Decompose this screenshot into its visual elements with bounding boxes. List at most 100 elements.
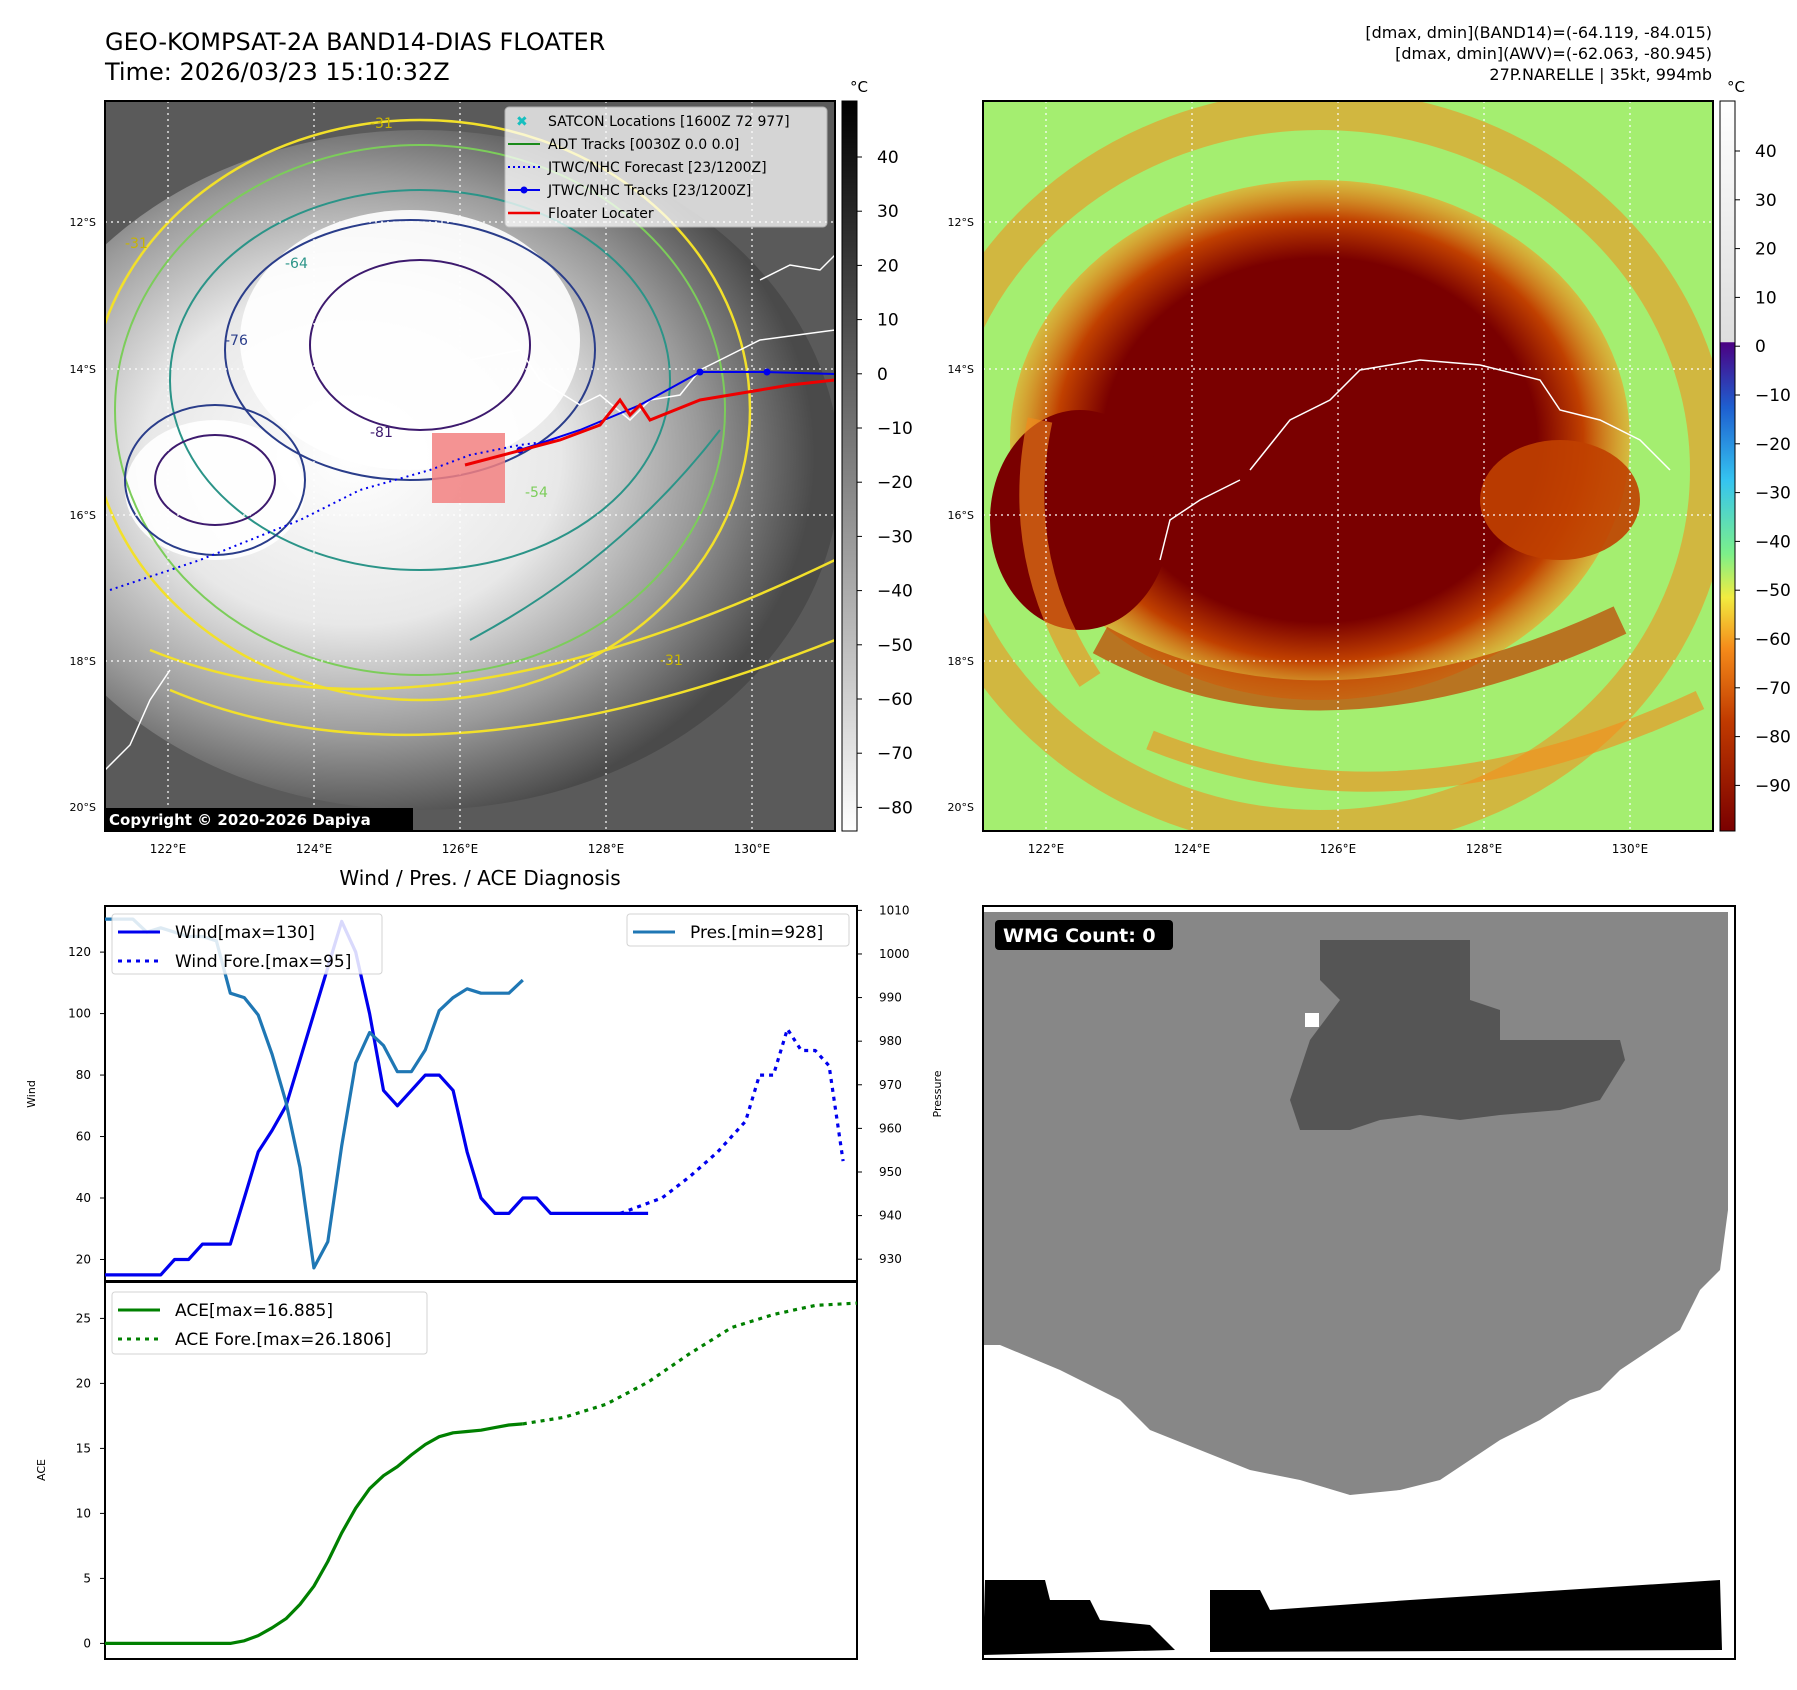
y2tick-label: 980 — [879, 1034, 902, 1048]
svg-text:12°S: 12°S — [948, 216, 974, 229]
ace-legend: ACE[max=16.885] ACE Fore.[max=26.1806] — [111, 1291, 428, 1355]
contour-label: -31 — [370, 116, 393, 132]
color-colorbar-unit: °C — [1727, 78, 1745, 96]
colorbar-tick-label: −80 — [1755, 728, 1791, 748]
svg-text:130°E: 130°E — [1612, 842, 1649, 856]
colorbar-tick-label: −50 — [1755, 581, 1791, 601]
ytick-label: 20 — [76, 1376, 91, 1390]
colorbar-tick-label: −10 — [1755, 386, 1791, 406]
info-awv: [dmax, dmin](AWV)=(-62.063, -80.945) — [1395, 44, 1712, 63]
y2tick-label: 990 — [879, 991, 902, 1005]
contour-label: -64 — [285, 256, 308, 272]
colorbar-tick-label: 10 — [877, 311, 899, 331]
gray-colorbar: °C 40 30 20 10 0 −10 −20 −30 −40 −50 −60 −70 −80 — [841, 78, 913, 832]
ytick-label: 15 — [76, 1441, 91, 1455]
wind-ylabel: Wind — [25, 1080, 38, 1108]
contour-label: -81 — [370, 425, 393, 441]
svg-text:16°S: 16°S — [70, 509, 96, 522]
wmg-dark-region — [1290, 940, 1625, 1130]
colorbar-tick-label: 20 — [1755, 240, 1777, 260]
legend-label: Floater Locater — [548, 206, 654, 222]
jtwc-track — [519, 371, 835, 451]
contour-minus54 — [114, 144, 726, 676]
contour-minus76 — [224, 219, 596, 481]
coastline — [469, 329, 835, 422]
floater-track — [464, 378, 835, 467]
contour-label: -31 — [660, 653, 683, 669]
ace-ylabel: ACE — [35, 1459, 48, 1481]
svg-text:14°S: 14°S — [948, 363, 974, 376]
colorbar-tick-label: −20 — [877, 473, 913, 493]
y2tick-label: 1010 — [879, 903, 910, 917]
ytick-label: 80 — [76, 1068, 91, 1082]
colorbar-tick-label: −30 — [1755, 484, 1791, 504]
svg-text:128°E: 128°E — [1466, 842, 1503, 856]
contour-minus64 — [169, 189, 671, 571]
contour-minus81 — [309, 259, 531, 431]
svg-text:122°E: 122°E — [150, 842, 187, 856]
wmg-count-label: WMG Count: 0 — [1003, 925, 1156, 947]
awv-gridlines — [983, 101, 1713, 831]
ytick-label: 20 — [76, 1252, 91, 1266]
colorbar-tick-label: 20 — [877, 256, 899, 276]
svg-text:124°E: 124°E — [1174, 842, 1211, 856]
awv-lat-labels: 12°S 14°S 16°S 18°S 20°S — [948, 216, 974, 814]
colorbar-tick-label: −30 — [877, 527, 913, 547]
ir-lat-labels: 12°S 14°S 16°S 18°S 20°S — [70, 216, 96, 814]
color-colorbar: °C 40 30 20 10 0 −10 −20 −30 −40 −50 −60 −70 −80 −90 — [1719, 78, 1791, 832]
ytick-label: 5 — [83, 1571, 91, 1585]
colorbar-tick-label: −70 — [877, 744, 913, 764]
figure-time: Time: 2026/03/23 15:10:32Z — [104, 58, 450, 86]
svg-text:12°S: 12°S — [70, 216, 96, 229]
ytick-label: 40 — [76, 1191, 91, 1205]
colorbar-tick-label: −20 — [1755, 435, 1791, 455]
svg-text:126°E: 126°E — [442, 842, 479, 856]
series-wind — [105, 919, 649, 1277]
svg-text:126°E: 126°E — [1320, 842, 1357, 856]
colorbar-tick-label: −70 — [1755, 679, 1791, 699]
awv-map-panel — [982, 100, 1714, 832]
ytick-label: 100 — [68, 1007, 91, 1021]
svg-text:122°E: 122°E — [1028, 842, 1065, 856]
forecast-track — [109, 439, 561, 591]
svg-text:16°S: 16°S — [948, 509, 974, 522]
wmg-black-region-left — [983, 1580, 1175, 1655]
colorbar-tick-label: −60 — [877, 690, 913, 710]
legend-label: JTWC/NHC Tracks [23/1200Z] — [547, 183, 751, 199]
svg-text:20°S: 20°S — [70, 801, 96, 814]
wmg-panel: WMG Count: 0 — [982, 905, 1736, 1660]
ytick-label: 120 — [68, 945, 91, 959]
ytick-label: 10 — [76, 1506, 91, 1520]
svg-text:130°E: 130°E — [734, 842, 771, 856]
colorbar-tick-label: 0 — [877, 365, 888, 385]
svg-text:124°E: 124°E — [296, 842, 333, 856]
awv-lon-labels: 122°E 124°E 126°E 128°E 130°E — [1028, 842, 1649, 856]
colorbar-tick-label: −10 — [877, 419, 913, 439]
ir-map-panel: -31 -64 -76 -81 -54 -31 -31 — [104, 100, 836, 832]
series-wind-fore — [619, 1027, 845, 1215]
legend-label: ADT Tracks [0030Z 0.0 0.0] — [548, 137, 739, 153]
y2tick-label: 1000 — [879, 947, 910, 961]
floater-box — [432, 433, 505, 503]
y2tick-label: 940 — [879, 1209, 902, 1223]
info-storm: 27P.NARELLE | 35kt, 994mb — [1489, 65, 1712, 84]
svg-text:18°S: 18°S — [948, 655, 974, 668]
satcon-marker-icon: ✖ — [516, 114, 528, 130]
y2tick-label: 970 — [879, 1078, 902, 1092]
colorbar-tick-label: −50 — [877, 636, 913, 656]
copyright-text: Copyright © 2020-2026 Dapiya — [109, 811, 371, 829]
y2tick-label: 930 — [879, 1252, 902, 1266]
ir-legend: ✖ SATCON Locations [1600Z 72 977] ADT Tr… — [504, 106, 828, 228]
wind-legend: Wind[max=130] Wind Fore.[max=95] Pres.[m… — [111, 913, 850, 975]
contour-label: -31 — [125, 236, 148, 252]
info-band14: [dmax, dmin](BAND14)=(-64.119, -84.015) — [1365, 23, 1712, 42]
colorbar-tick-label: 40 — [1755, 142, 1777, 162]
colorbar-tick-label: −60 — [1755, 630, 1791, 650]
ace-chart: 0 5 10 15 20 25 ACE ACE[max=16.885] ACE Fore.… — [35, 1281, 858, 1660]
svg-text:20°S: 20°S — [948, 801, 974, 814]
colorbar-tick-label: 30 — [877, 202, 899, 222]
ir-lon-labels: 122°E 124°E 126°E 128°E 130°E — [150, 842, 771, 856]
svg-text:128°E: 128°E — [588, 842, 625, 856]
colorbar-tick-label: 10 — [1755, 288, 1777, 308]
